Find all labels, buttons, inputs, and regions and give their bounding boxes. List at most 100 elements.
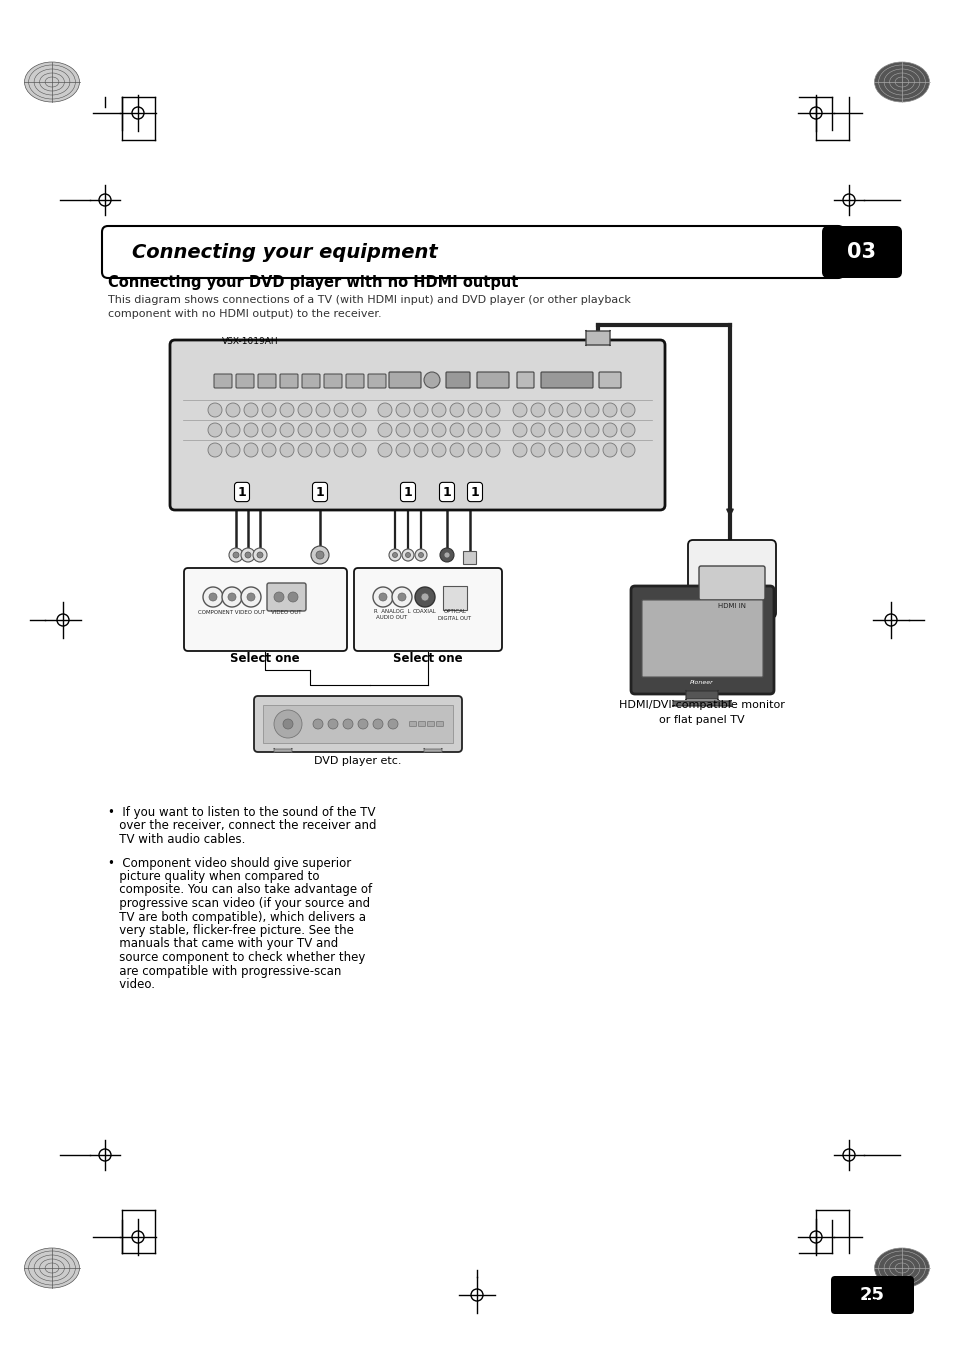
Text: COMPONENT VIDEO OUT: COMPONENT VIDEO OUT	[198, 611, 265, 615]
Circle shape	[229, 549, 243, 562]
Circle shape	[334, 403, 348, 417]
Text: Select one: Select one	[230, 653, 299, 665]
Circle shape	[602, 403, 617, 417]
Circle shape	[328, 719, 337, 730]
Circle shape	[233, 553, 239, 558]
FancyBboxPatch shape	[368, 374, 386, 388]
Circle shape	[208, 423, 222, 436]
Text: progressive scan video (if your source and: progressive scan video (if your source a…	[108, 897, 370, 911]
Circle shape	[418, 553, 423, 558]
FancyBboxPatch shape	[235, 374, 253, 388]
Circle shape	[377, 423, 392, 436]
Ellipse shape	[25, 62, 79, 101]
FancyBboxPatch shape	[446, 372, 470, 388]
Circle shape	[208, 403, 222, 417]
Circle shape	[352, 423, 366, 436]
Text: DIGITAL OUT: DIGITAL OUT	[438, 616, 471, 621]
FancyBboxPatch shape	[184, 567, 347, 651]
Ellipse shape	[25, 1248, 79, 1288]
Text: Connecting your DVD player with no HDMI output: Connecting your DVD player with no HDMI …	[108, 276, 517, 290]
Circle shape	[377, 443, 392, 457]
Circle shape	[602, 443, 617, 457]
FancyBboxPatch shape	[263, 705, 453, 743]
Text: 03: 03	[846, 242, 876, 262]
Circle shape	[602, 423, 617, 436]
Text: 1: 1	[237, 485, 246, 499]
Circle shape	[244, 403, 257, 417]
Circle shape	[373, 719, 382, 730]
Text: HDMI/DVI-compatible monitor: HDMI/DVI-compatible monitor	[618, 700, 784, 711]
Circle shape	[209, 593, 216, 601]
Circle shape	[315, 443, 330, 457]
FancyBboxPatch shape	[253, 696, 461, 753]
FancyBboxPatch shape	[274, 748, 292, 753]
FancyBboxPatch shape	[423, 748, 441, 753]
Text: This diagram shows connections of a TV (with HDMI input) and DVD player (or othe: This diagram shows connections of a TV (…	[108, 295, 630, 305]
Text: video.: video.	[108, 978, 154, 992]
Text: Pioneer: Pioneer	[689, 680, 713, 685]
Circle shape	[352, 443, 366, 457]
Text: •  If you want to listen to the sound of the TV: • If you want to listen to the sound of …	[108, 807, 375, 819]
FancyBboxPatch shape	[585, 330, 609, 346]
Circle shape	[228, 593, 235, 601]
Circle shape	[283, 719, 293, 730]
FancyBboxPatch shape	[685, 690, 718, 700]
Circle shape	[297, 403, 312, 417]
Text: Connecting your equipment: Connecting your equipment	[132, 242, 437, 262]
Circle shape	[377, 403, 392, 417]
Circle shape	[584, 443, 598, 457]
Circle shape	[311, 546, 329, 563]
Circle shape	[343, 719, 353, 730]
FancyBboxPatch shape	[170, 340, 664, 509]
FancyBboxPatch shape	[427, 721, 434, 727]
FancyBboxPatch shape	[280, 374, 297, 388]
FancyBboxPatch shape	[267, 584, 306, 611]
Circle shape	[531, 403, 544, 417]
Circle shape	[262, 403, 275, 417]
Circle shape	[485, 443, 499, 457]
Circle shape	[222, 586, 242, 607]
Circle shape	[315, 403, 330, 417]
Circle shape	[401, 549, 414, 561]
Circle shape	[395, 403, 410, 417]
Text: 25: 25	[859, 1286, 883, 1304]
FancyBboxPatch shape	[102, 226, 843, 278]
Text: over the receiver, connect the receiver and: over the receiver, connect the receiver …	[108, 820, 376, 832]
Text: OPTICAL: OPTICAL	[443, 609, 466, 613]
FancyBboxPatch shape	[699, 566, 764, 600]
FancyBboxPatch shape	[346, 374, 364, 388]
Circle shape	[414, 423, 428, 436]
FancyBboxPatch shape	[630, 586, 773, 694]
Circle shape	[245, 553, 251, 558]
FancyBboxPatch shape	[389, 372, 420, 388]
FancyBboxPatch shape	[302, 374, 319, 388]
Text: En: En	[865, 1297, 878, 1306]
Circle shape	[208, 443, 222, 457]
Circle shape	[548, 403, 562, 417]
Circle shape	[468, 423, 481, 436]
Circle shape	[432, 423, 446, 436]
Circle shape	[334, 443, 348, 457]
FancyBboxPatch shape	[418, 721, 425, 727]
FancyBboxPatch shape	[476, 372, 509, 388]
Circle shape	[405, 553, 410, 558]
Circle shape	[373, 586, 393, 607]
Circle shape	[315, 423, 330, 436]
Text: COAXIAL: COAXIAL	[413, 609, 436, 613]
Circle shape	[392, 586, 412, 607]
Circle shape	[584, 403, 598, 417]
Text: picture quality when compared to: picture quality when compared to	[108, 870, 319, 884]
FancyBboxPatch shape	[463, 550, 476, 563]
Text: source component to check whether they: source component to check whether they	[108, 951, 365, 965]
Text: R  ANALOG  L
AUDIO OUT: R ANALOG L AUDIO OUT	[374, 609, 410, 620]
Circle shape	[548, 423, 562, 436]
FancyBboxPatch shape	[830, 1275, 913, 1315]
Circle shape	[548, 443, 562, 457]
Circle shape	[415, 549, 427, 561]
Circle shape	[414, 403, 428, 417]
Circle shape	[395, 423, 410, 436]
Circle shape	[378, 593, 387, 601]
FancyBboxPatch shape	[257, 374, 275, 388]
FancyBboxPatch shape	[598, 372, 620, 388]
Text: 1: 1	[442, 485, 451, 499]
